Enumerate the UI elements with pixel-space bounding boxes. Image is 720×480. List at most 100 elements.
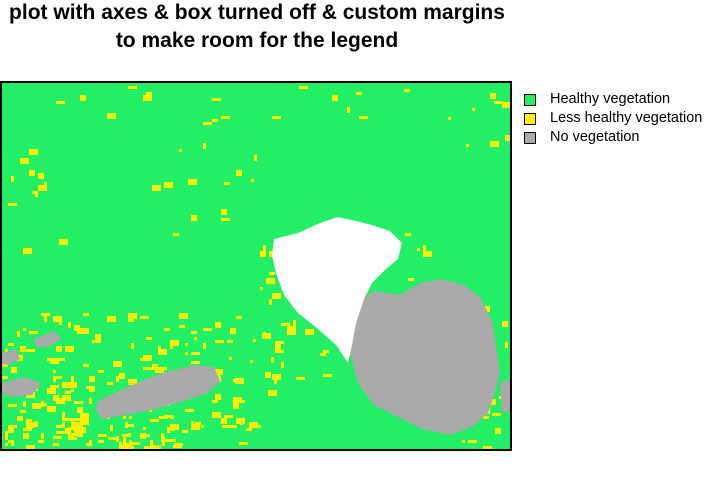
less-healthy-patch <box>214 369 223 375</box>
less-healthy-patch <box>89 386 95 392</box>
less-healthy-patch <box>23 328 26 331</box>
less-healthy-patch <box>59 358 65 361</box>
less-healthy-patch <box>228 425 237 428</box>
less-healthy-patch <box>320 353 326 356</box>
less-healthy-patch <box>212 412 218 418</box>
less-healthy-patch <box>123 437 126 443</box>
less-healthy-patch <box>56 101 65 104</box>
less-healthy-patch <box>17 331 20 337</box>
less-healthy-patch <box>227 340 233 343</box>
less-healthy-patch <box>122 434 131 437</box>
less-healthy-patch <box>74 401 83 404</box>
less-healthy-patch <box>119 373 125 379</box>
less-healthy-patch <box>146 92 152 95</box>
less-healthy-patch <box>179 325 185 328</box>
legend-swatch-no-vegetation <box>524 132 536 144</box>
less-healthy-patch <box>5 443 8 446</box>
less-healthy-patch <box>179 149 182 152</box>
less-healthy-patch <box>268 390 277 396</box>
less-healthy-patch <box>269 272 275 275</box>
less-healthy-patch <box>47 388 56 394</box>
less-healthy-patch <box>53 370 56 373</box>
less-healthy-patch <box>423 251 432 257</box>
less-healthy-patch <box>262 333 271 339</box>
less-healthy-patch <box>468 440 477 443</box>
less-healthy-patch <box>89 376 95 382</box>
less-healthy-patch <box>299 377 302 380</box>
less-healthy-patch <box>59 239 68 245</box>
less-healthy-patch <box>466 144 469 147</box>
less-healthy-patch <box>134 316 137 319</box>
less-healthy-patch <box>2 364 8 367</box>
less-healthy-patch <box>38 185 47 191</box>
less-healthy-patch <box>131 442 140 445</box>
less-healthy-patch <box>83 313 89 316</box>
less-healthy-patch <box>44 182 47 185</box>
less-healthy-patch <box>65 391 71 394</box>
less-healthy-patch <box>125 422 128 428</box>
less-healthy-patch <box>50 358 59 364</box>
raster-plot-area <box>0 81 512 451</box>
less-healthy-patch <box>174 443 183 446</box>
less-healthy-patch <box>194 424 200 430</box>
less-healthy-patch <box>164 328 170 331</box>
less-healthy-patch <box>347 107 350 113</box>
less-healthy-patch <box>119 445 128 449</box>
less-healthy-patch <box>164 415 173 418</box>
less-healthy-patch <box>246 428 252 431</box>
less-healthy-patch <box>50 385 59 388</box>
less-healthy-patch <box>144 434 150 437</box>
less-healthy-patch <box>171 416 174 419</box>
less-healthy-patch <box>8 427 14 433</box>
less-healthy-patch <box>53 316 62 322</box>
less-healthy-patch <box>212 119 218 122</box>
less-healthy-patch <box>293 320 296 326</box>
legend-label-no-vegetation: No vegetation <box>550 129 640 145</box>
less-healthy-patch <box>128 313 137 316</box>
less-healthy-patch <box>417 248 420 251</box>
less-healthy-patch <box>71 419 74 425</box>
less-healthy-patch <box>152 445 161 449</box>
less-healthy-patch <box>212 400 218 403</box>
less-healthy-patch <box>131 343 134 349</box>
less-healthy-patch <box>266 278 275 284</box>
less-healthy-patch <box>170 340 179 346</box>
less-healthy-patch <box>502 321 508 327</box>
less-healthy-patch <box>125 424 134 427</box>
less-healthy-patch <box>74 325 80 331</box>
less-healthy-patch <box>11 440 14 446</box>
less-healthy-patch <box>408 278 414 281</box>
less-healthy-patch <box>494 101 503 104</box>
less-healthy-patch <box>164 182 173 188</box>
less-healthy-patch <box>472 108 475 111</box>
less-healthy-patch <box>5 431 8 437</box>
less-healthy-patch <box>332 95 338 101</box>
less-healthy-patch <box>162 437 165 443</box>
less-healthy-patch <box>185 352 188 355</box>
less-healthy-patch <box>158 349 167 355</box>
less-healthy-patch <box>191 352 200 355</box>
less-healthy-patch <box>44 316 47 322</box>
legend-swatch-healthy <box>524 94 536 106</box>
less-healthy-patch <box>171 425 174 431</box>
less-healthy-patch <box>185 343 188 346</box>
less-healthy-patch <box>483 446 492 449</box>
less-healthy-patch <box>8 203 17 206</box>
less-healthy-patch <box>150 419 159 422</box>
less-healthy-patch <box>65 398 71 401</box>
less-healthy-patch <box>71 376 74 382</box>
less-healthy-patch <box>224 182 230 185</box>
less-healthy-patch <box>23 248 32 254</box>
less-healthy-patch <box>107 113 116 119</box>
less-healthy-patch <box>215 322 221 328</box>
less-healthy-patch <box>170 424 179 430</box>
less-healthy-patch <box>101 370 104 373</box>
less-healthy-patch <box>11 176 14 182</box>
less-healthy-patch <box>152 364 158 370</box>
less-healthy-patch <box>167 439 176 442</box>
less-healthy-patch <box>269 299 272 305</box>
less-healthy-patch <box>250 360 253 363</box>
less-healthy-patch <box>251 179 254 182</box>
less-healthy-patch <box>80 95 86 101</box>
less-healthy-patch <box>150 440 153 446</box>
